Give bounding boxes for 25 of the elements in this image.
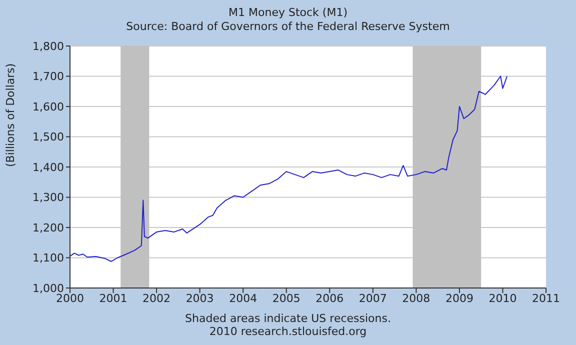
y-tick-label: 1,800 <box>32 40 64 53</box>
x-tick-label: 2007 <box>358 292 387 305</box>
x-tick-label: 2003 <box>186 292 214 305</box>
y-tick-label: 1,300 <box>32 191 64 204</box>
y-tick-label: 1,400 <box>32 160 64 174</box>
x-tick-label: 2009 <box>445 292 474 305</box>
x-tick-label: 2005 <box>272 292 300 305</box>
y-axis-title: (Billions of Dollars) <box>4 63 17 167</box>
text: Shaded areas indicate US recessions. <box>184 312 392 325</box>
x-tick-label: 2006 <box>316 292 344 305</box>
y-tick-label: 1,700 <box>32 70 64 84</box>
x-tick-label: 2002 <box>142 292 171 305</box>
chart-title: M1 Money Stock (M1) <box>228 6 348 19</box>
line-series <box>70 76 508 262</box>
text: 2010 research.stlouisfed.org <box>208 325 368 338</box>
y-tick-label: 1,500 <box>32 130 64 144</box>
x-tick-label: 2010 <box>488 292 517 305</box>
y-tick-label: 1,200 <box>32 221 64 234</box>
x-tick-label: 2008 <box>402 292 430 305</box>
x-tick-label: 2001 <box>99 292 128 305</box>
x-tick-label: 2011 <box>532 292 560 305</box>
y-tick-label: 1,100 <box>32 252 64 265</box>
y-tick-label: 1,600 <box>32 100 64 114</box>
x-tick-label: 2004 <box>229 292 258 305</box>
chart-subtitle: Source: Board of Governors of the Federal Reserve System <box>125 20 451 33</box>
